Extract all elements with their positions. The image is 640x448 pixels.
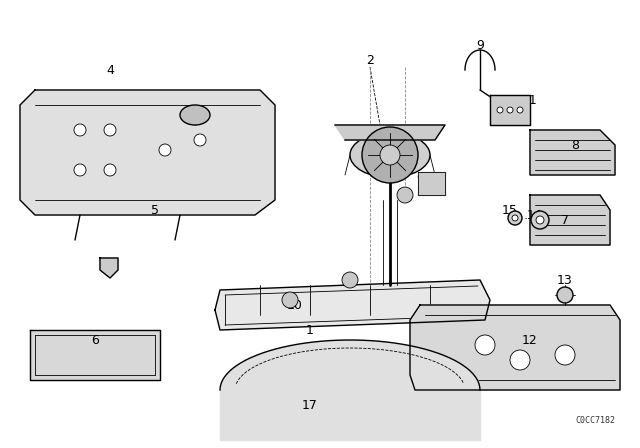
Circle shape <box>508 211 522 225</box>
Text: 4: 4 <box>106 64 114 77</box>
Circle shape <box>507 107 513 113</box>
Text: 5: 5 <box>151 203 159 216</box>
Text: 1: 1 <box>306 323 314 336</box>
Circle shape <box>282 292 298 308</box>
Circle shape <box>342 272 358 288</box>
Circle shape <box>555 345 575 365</box>
Text: 12: 12 <box>522 333 538 346</box>
Polygon shape <box>530 195 610 245</box>
Circle shape <box>531 211 549 229</box>
Ellipse shape <box>350 133 430 177</box>
Ellipse shape <box>180 105 210 125</box>
Circle shape <box>512 215 518 221</box>
Polygon shape <box>490 95 530 125</box>
Polygon shape <box>100 258 118 278</box>
Circle shape <box>159 144 171 156</box>
Text: 16: 16 <box>102 258 118 271</box>
Circle shape <box>74 164 86 176</box>
Text: 13: 13 <box>557 273 573 287</box>
Circle shape <box>104 124 116 136</box>
Text: 8: 8 <box>571 138 579 151</box>
Circle shape <box>362 127 418 183</box>
Polygon shape <box>530 130 615 175</box>
Polygon shape <box>30 330 160 380</box>
Text: 10: 10 <box>397 189 413 202</box>
Circle shape <box>557 287 573 303</box>
Circle shape <box>74 124 86 136</box>
Circle shape <box>510 350 530 370</box>
Polygon shape <box>335 125 445 140</box>
Text: 2: 2 <box>366 53 374 66</box>
Text: 10: 10 <box>287 298 303 311</box>
Polygon shape <box>20 90 275 215</box>
Text: 9: 9 <box>476 39 484 52</box>
Circle shape <box>475 335 495 355</box>
Text: C0CC7182: C0CC7182 <box>575 416 615 425</box>
Polygon shape <box>418 172 445 195</box>
Polygon shape <box>215 280 490 330</box>
Circle shape <box>536 216 544 224</box>
Text: 17: 17 <box>302 399 318 412</box>
Circle shape <box>194 134 206 146</box>
Circle shape <box>380 145 400 165</box>
Text: 14: 14 <box>527 208 543 221</box>
Circle shape <box>497 107 503 113</box>
Text: 11: 11 <box>522 94 538 107</box>
Text: 6: 6 <box>91 333 99 346</box>
Circle shape <box>517 107 523 113</box>
Text: 3: 3 <box>416 178 424 191</box>
Text: 15: 15 <box>502 203 518 216</box>
Circle shape <box>104 164 116 176</box>
Text: 7: 7 <box>561 214 569 227</box>
Circle shape <box>397 187 413 203</box>
Text: 10: 10 <box>342 273 358 287</box>
Polygon shape <box>410 305 620 390</box>
